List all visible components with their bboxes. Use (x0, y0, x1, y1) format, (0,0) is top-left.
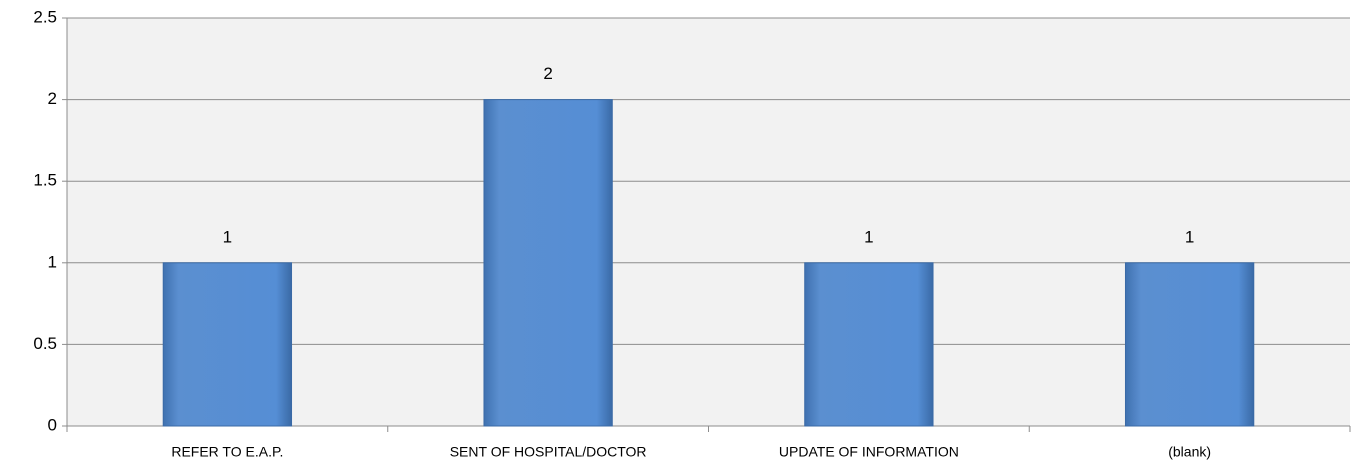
bar (1124, 262, 1255, 427)
x-tick-label: REFER TO E.A.P. (171, 444, 283, 460)
data-label: 2 (543, 64, 552, 83)
data-label: 1 (1185, 227, 1194, 246)
y-tick-label: 0 (48, 415, 57, 434)
y-tick-label: 1.5 (33, 171, 57, 190)
bar (483, 99, 613, 427)
x-tick-label: SENT OF HOSPITAL/DOCTOR (450, 444, 647, 460)
x-tick-label: UPDATE OF INFORMATION (779, 444, 959, 460)
x-tick-label: (blank) (1168, 444, 1211, 460)
bar (162, 262, 293, 427)
data-label: 1 (223, 227, 232, 246)
y-tick-label: 2 (48, 89, 57, 108)
bar (804, 262, 934, 427)
y-tick-label: 2.5 (33, 7, 57, 26)
y-tick-label: 1 (48, 252, 57, 271)
y-tick-label: 0.5 (33, 334, 57, 353)
data-label: 1 (864, 227, 873, 246)
